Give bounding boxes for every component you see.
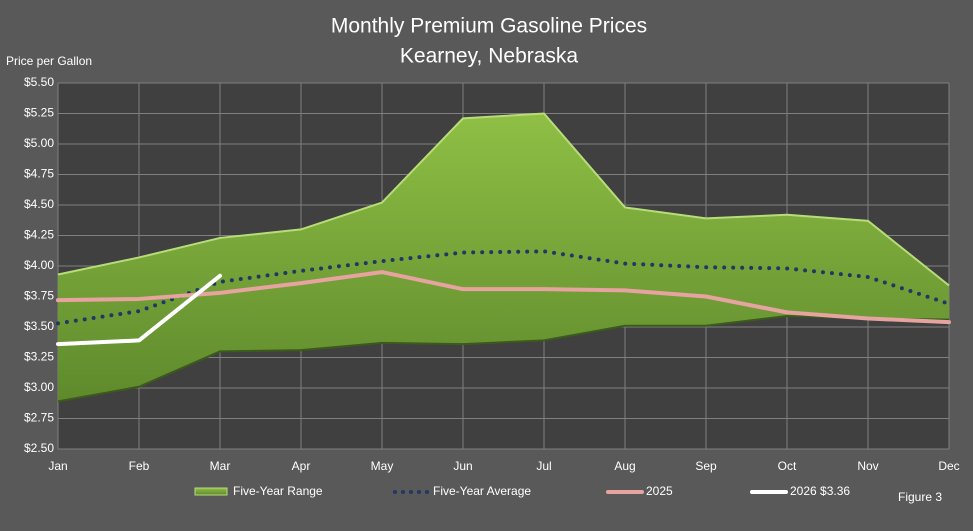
x-tick-label: Nov	[857, 459, 878, 473]
y-tick-label: $4.25	[24, 228, 54, 242]
x-tick-label: Aug	[614, 459, 635, 473]
range-low-edge	[57, 315, 950, 403]
y-tick-label: $2.75	[24, 411, 54, 425]
chart-title: Monthly Premium Gasoline Prices	[331, 15, 647, 38]
y-tick-label: $3.00	[24, 380, 54, 394]
y-tick-label: $5.25	[24, 106, 54, 120]
x-tick-label: Jul	[536, 459, 551, 473]
figure-label: Figure 3	[898, 490, 942, 504]
y-tick-label: $5.00	[24, 136, 54, 150]
series-line	[56, 273, 222, 347]
series-line	[56, 270, 951, 325]
legend-label: Five-Year Average	[433, 484, 531, 498]
x-tick-label: Feb	[129, 459, 150, 473]
range-high-edge	[57, 112, 950, 287]
chart-subtitle: Kearney, Nebraska	[400, 45, 579, 68]
x-tick-label: Sep	[695, 459, 717, 473]
y-tick-label: $3.50	[24, 319, 54, 333]
y-tick-label: $4.50	[24, 197, 54, 211]
y-tick-label: $5.50	[24, 75, 54, 89]
legend-label: 2025	[646, 484, 673, 498]
x-tick-label: Dec	[938, 459, 959, 473]
x-tick-label: Oct	[778, 459, 797, 473]
x-tick-label: May	[371, 459, 394, 473]
x-tick-label: Apr	[292, 459, 311, 473]
x-tick-label: Mar	[210, 459, 231, 473]
y-tick-label: $3.25	[24, 350, 54, 364]
x-tick-label: Jun	[453, 459, 472, 473]
legend-label: Five-Year Range	[233, 484, 323, 498]
y-tick-label: $4.75	[24, 167, 54, 181]
range-area	[58, 113, 949, 402]
legend-swatch	[194, 487, 228, 496]
y-tick-label: $4.00	[24, 258, 54, 272]
y-tick-label: $3.75	[24, 289, 54, 303]
legend-label: 2026 $3.36	[790, 484, 850, 498]
x-tick-label: Jan	[48, 459, 67, 473]
y-axis-label: Price per Gallon	[6, 54, 92, 68]
y-tick-label: $2.50	[24, 441, 54, 455]
